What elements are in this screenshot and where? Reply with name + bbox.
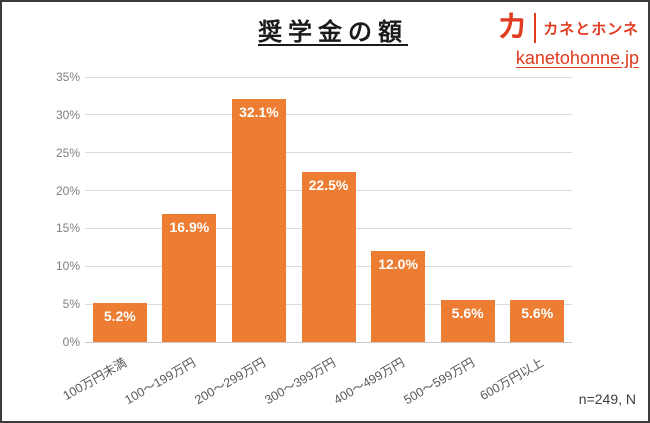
brand-url-link[interactable]: kanetohonne.jp xyxy=(515,48,639,68)
y-axis-label: 25% xyxy=(55,145,80,160)
brand-mark: カ xyxy=(497,11,528,44)
chart-title: 奨学金の額 xyxy=(258,19,408,46)
y-axis-label: 35% xyxy=(55,70,80,84)
bar-100万円未満: 5.2% xyxy=(92,302,147,342)
gridline-25 xyxy=(85,152,572,154)
logo-divider xyxy=(534,13,537,43)
y-axis-label: 30% xyxy=(55,107,80,122)
brand-logo-row: カ カネとホンネ xyxy=(497,10,639,46)
sample-size-note: n=249, N xyxy=(578,391,636,407)
y-axis-label: 10% xyxy=(55,259,80,274)
bar-value-label: 32.1% xyxy=(239,103,279,120)
bar-100～199万円: 16.9% xyxy=(162,214,217,342)
gridline-35 xyxy=(85,76,572,78)
brand-logo: カ カネとホンネ kanetohonne.jp xyxy=(497,10,639,69)
bar-value-label: 5.6% xyxy=(521,304,554,321)
bar-500～599万円: 5.6% xyxy=(440,299,495,342)
gridline-30 xyxy=(85,114,572,116)
y-axis-label: 0% xyxy=(62,335,80,349)
bar-value-label: 12.0% xyxy=(378,256,418,273)
bar-value-label: 22.5% xyxy=(308,176,349,193)
brand-name: カネとホンネ xyxy=(543,20,639,38)
y-axis-label: 15% xyxy=(55,221,80,236)
bar-300～399万円: 22.5% xyxy=(301,171,356,342)
bar-value-label: 16.9% xyxy=(169,219,210,236)
y-axis-label: 20% xyxy=(55,183,80,198)
bar-600万円以上: 5.6% xyxy=(510,299,565,342)
bar-400～499万円: 12.0% xyxy=(371,251,426,342)
gridline-0 xyxy=(85,341,572,343)
bar-200～299万円: 32.1% xyxy=(231,98,286,342)
y-axis-label: 5% xyxy=(62,297,80,312)
bar-value-label: 5.6% xyxy=(451,304,484,321)
bar-value-label: 5.2% xyxy=(103,307,136,324)
